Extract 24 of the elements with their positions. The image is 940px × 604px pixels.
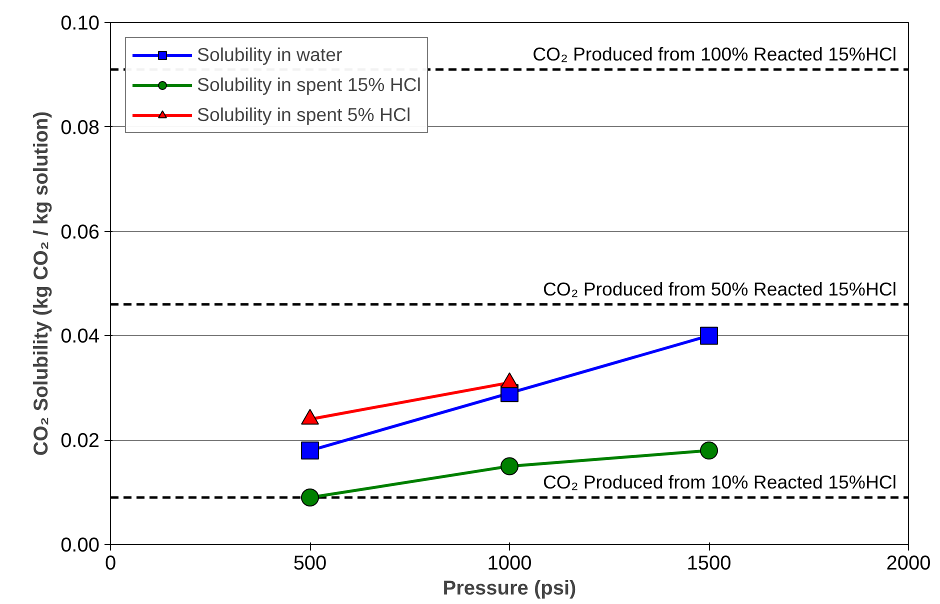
legend-label: Solubility in spent 15% HCl <box>197 74 421 96</box>
x-tick-label: 2000 <box>886 552 931 574</box>
point <box>500 457 518 476</box>
x-axis-title: Pressure (psi) <box>442 578 576 600</box>
ref-line-label: CO₂ Produced from 100% Reacted 15%HCl <box>532 43 897 64</box>
ref-line-label: CO₂ Produced from 50% Reacted 15%HCl <box>542 278 897 300</box>
x-tick-label: 500 <box>293 552 327 574</box>
x-tick-label: 1000 <box>487 552 532 574</box>
y-axis-title: CO₂ Solubility (kg CO₂ / kg solution) <box>30 111 53 456</box>
point <box>301 442 319 460</box>
y-tick-label: 0.10 <box>60 12 100 34</box>
x-tick-label: 0 <box>104 552 116 574</box>
y-tick-label: 0.00 <box>60 534 100 556</box>
y-tick-label: 0.02 <box>60 430 100 452</box>
point <box>301 488 319 507</box>
legend-label: Solubility in water <box>197 44 342 66</box>
y-tick-label: 0.08 <box>60 116 100 139</box>
x-tick-label: 1500 <box>686 552 732 574</box>
point <box>700 326 718 345</box>
y-tick-label: 0.04 <box>60 326 100 348</box>
y-tick-label: 0.06 <box>60 221 100 244</box>
legend-label: Solubility in spent 5% HCl <box>197 104 411 126</box>
ref-line-label: CO₂ Produced from 10% Reacted 15%HCl <box>542 472 897 493</box>
point <box>700 442 718 460</box>
